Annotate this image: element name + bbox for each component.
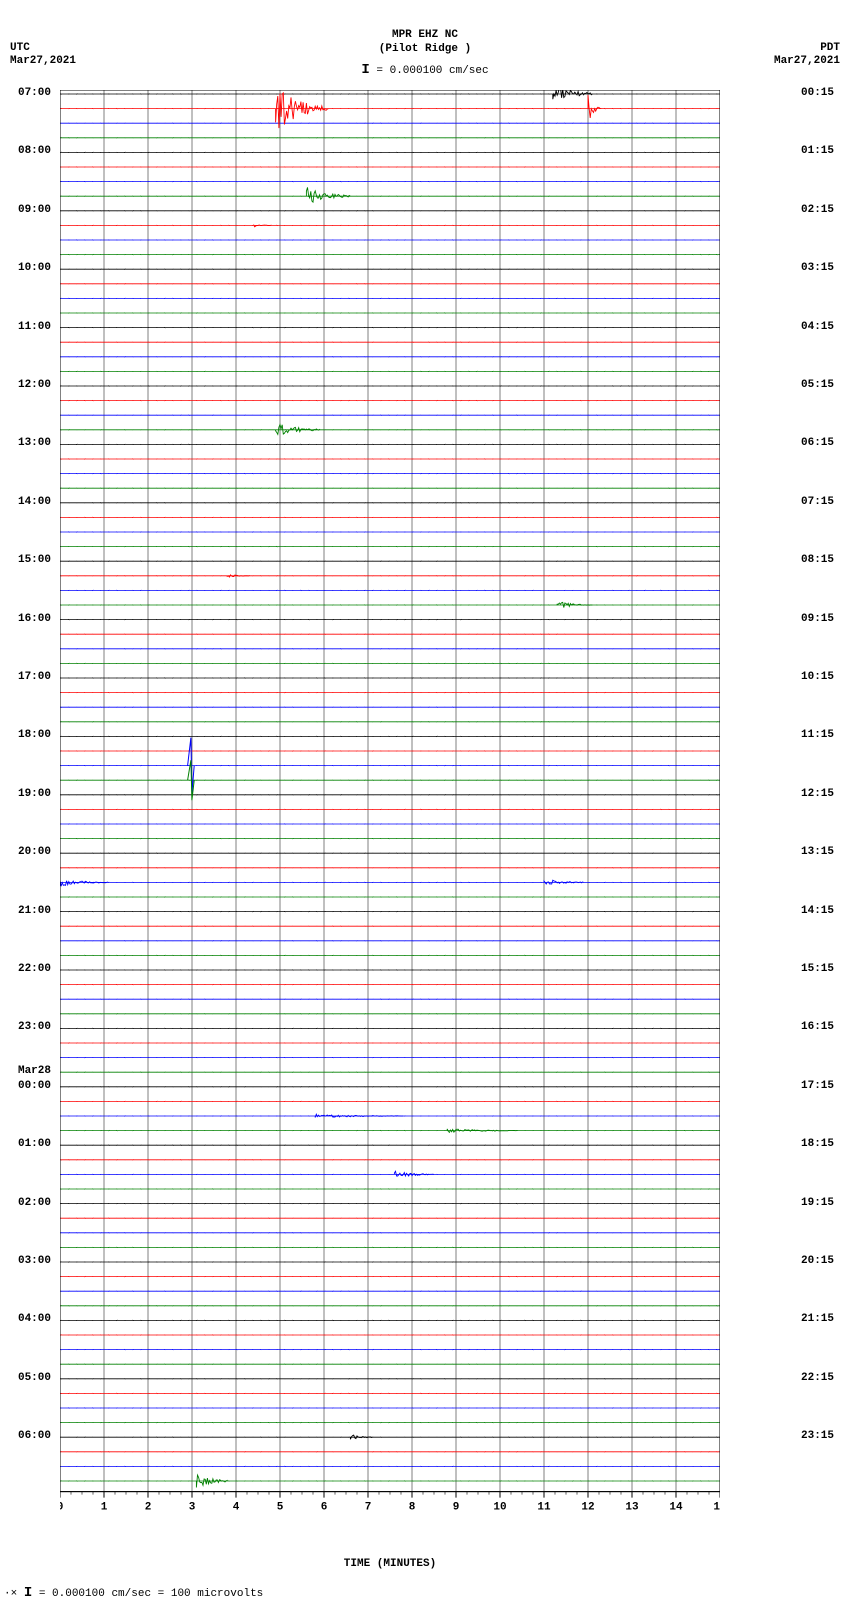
- footer-scale-text: = 0.000100 cm/sec = 100 microvolts: [39, 1588, 263, 1600]
- svg-text:1: 1: [101, 1502, 108, 1514]
- left-time-label: 17:00: [18, 672, 51, 683]
- right-time-label: 04:15: [801, 322, 834, 333]
- right-timezone: PDT: [820, 42, 840, 54]
- right-time-label: 23:15: [801, 1431, 834, 1442]
- right-time-label: 22:15: [801, 1373, 834, 1384]
- right-time-label: 06:15: [801, 438, 834, 449]
- left-time-label: 11:00: [18, 322, 51, 333]
- left-time-label: 03:00: [18, 1256, 51, 1267]
- station-name: (Pilot Ridge ): [0, 42, 850, 56]
- right-time-label: 18:15: [801, 1139, 834, 1150]
- svg-text:14: 14: [669, 1502, 683, 1514]
- left-time-label: 22:00: [18, 964, 51, 975]
- scale-bar-icon: I: [361, 62, 369, 78]
- left-time-label: 18:00: [18, 730, 51, 741]
- svg-text:7: 7: [365, 1502, 372, 1514]
- left-time-label: 16:00: [18, 614, 51, 625]
- right-time-label: 20:15: [801, 1256, 834, 1267]
- left-time-label: 06:00: [18, 1431, 51, 1442]
- right-time-label: 19:15: [801, 1198, 834, 1209]
- left-date: Mar27,2021: [10, 55, 76, 67]
- left-time-label: 13:00: [18, 438, 51, 449]
- svg-text:0: 0: [60, 1502, 63, 1514]
- right-time-label: 08:15: [801, 555, 834, 566]
- right-time-label: 01:15: [801, 146, 834, 157]
- right-time-label: 13:15: [801, 847, 834, 858]
- left-time-label: 23:00: [18, 1022, 51, 1033]
- station-code: MPR EHZ NC: [0, 28, 850, 42]
- left-time-label: 10:00: [18, 263, 51, 274]
- right-time-label: 11:15: [801, 730, 834, 741]
- left-time-label: 07:00: [18, 88, 51, 99]
- left-time-label: 20:00: [18, 847, 51, 858]
- x-axis-title: TIME (MINUTES): [60, 1558, 720, 1570]
- right-time-label: 07:15: [801, 497, 834, 508]
- right-date: Mar27,2021: [774, 55, 840, 67]
- left-timezone: UTC: [10, 42, 30, 54]
- svg-text:12: 12: [581, 1502, 594, 1514]
- left-time-label: 21:00: [18, 906, 51, 917]
- svg-text:6: 6: [321, 1502, 328, 1514]
- right-time-label: 05:15: [801, 380, 834, 391]
- scale-text: = 0.000100 cm/sec: [376, 65, 488, 77]
- seismogram-page: MPR EHZ NC (Pilot Ridge ) I = 0.000100 c…: [0, 0, 850, 1613]
- right-time-label: 16:15: [801, 1022, 834, 1033]
- right-time-label: 02:15: [801, 205, 834, 216]
- svg-text:11: 11: [537, 1502, 551, 1514]
- left-time-label: 00:00: [18, 1081, 51, 1092]
- seismogram-svg: 0123456789101112131415: [60, 90, 720, 1546]
- svg-text:4: 4: [233, 1502, 240, 1514]
- left-time-label: Mar28: [18, 1066, 51, 1077]
- left-time-label: 12:00: [18, 380, 51, 391]
- svg-text:15: 15: [713, 1502, 720, 1514]
- right-time-label: 14:15: [801, 906, 834, 917]
- scale-legend: I = 0.000100 cm/sec: [0, 62, 850, 78]
- svg-text:8: 8: [409, 1502, 416, 1514]
- right-time-label: 03:15: [801, 263, 834, 274]
- left-time-label: 19:00: [18, 789, 51, 800]
- right-time-label: 21:15: [801, 1314, 834, 1325]
- svg-text:5: 5: [277, 1502, 284, 1514]
- right-time-label: 09:15: [801, 614, 834, 625]
- left-time-label: 04:00: [18, 1314, 51, 1325]
- footer-prefix: ·×: [4, 1588, 17, 1600]
- left-time-label: 09:00: [18, 205, 51, 216]
- right-time-label: 00:15: [801, 88, 834, 99]
- svg-text:10: 10: [493, 1502, 506, 1514]
- right-time-label: 12:15: [801, 789, 834, 800]
- left-time-label: 14:00: [18, 497, 51, 508]
- left-time-label: 15:00: [18, 555, 51, 566]
- svg-text:2: 2: [145, 1502, 152, 1514]
- left-time-label: 01:00: [18, 1139, 51, 1150]
- right-time-label: 17:15: [801, 1081, 834, 1092]
- left-time-label: 05:00: [18, 1373, 51, 1384]
- plot-area: 0123456789101112131415: [60, 90, 720, 1546]
- svg-text:13: 13: [625, 1502, 639, 1514]
- svg-text:3: 3: [189, 1502, 196, 1514]
- scale-bar-icon: I: [24, 1585, 32, 1601]
- svg-text:9: 9: [453, 1502, 460, 1514]
- right-time-label: 15:15: [801, 964, 834, 975]
- left-time-label: 02:00: [18, 1198, 51, 1209]
- footer-note: ·× I = 0.000100 cm/sec = 100 microvolts: [4, 1585, 263, 1601]
- left-time-label: 08:00: [18, 146, 51, 157]
- header: MPR EHZ NC (Pilot Ridge ): [0, 28, 850, 57]
- right-time-label: 10:15: [801, 672, 834, 683]
